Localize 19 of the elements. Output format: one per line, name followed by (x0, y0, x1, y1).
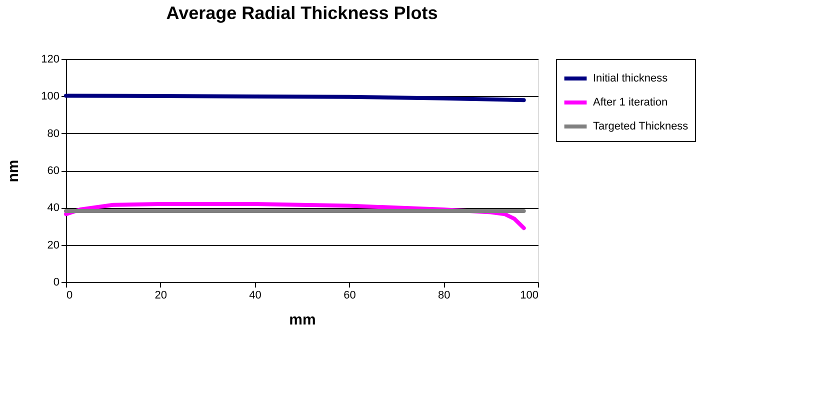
y-tick-label: 100 (41, 90, 60, 103)
y-tick-label: 20 (47, 239, 60, 252)
legend-label: Targeted Thickness (593, 120, 689, 132)
y-tick-label: 120 (41, 54, 60, 66)
x-axis-title: mm (289, 312, 316, 328)
x-tick-label: 100 (520, 290, 538, 302)
x-tick-label: 80 (438, 290, 450, 302)
chart-title: Average Radial Thickness Plots (166, 3, 438, 23)
y-tick-label: 40 (47, 202, 60, 214)
y-tick-label: 60 (47, 165, 60, 177)
x-tick-label: 60 (344, 290, 356, 302)
x-tick-label: 40 (249, 290, 262, 302)
x-tick-label: 20 (154, 290, 168, 302)
y-tick-label: 80 (47, 128, 60, 140)
legend-label: After 1 iteration (593, 96, 668, 108)
y-axis-title: nm (5, 160, 22, 182)
legend-label: Initial thickness (593, 72, 668, 84)
x-tick-label: 0 (66, 290, 73, 302)
y-tick-label: 0 (53, 276, 60, 288)
